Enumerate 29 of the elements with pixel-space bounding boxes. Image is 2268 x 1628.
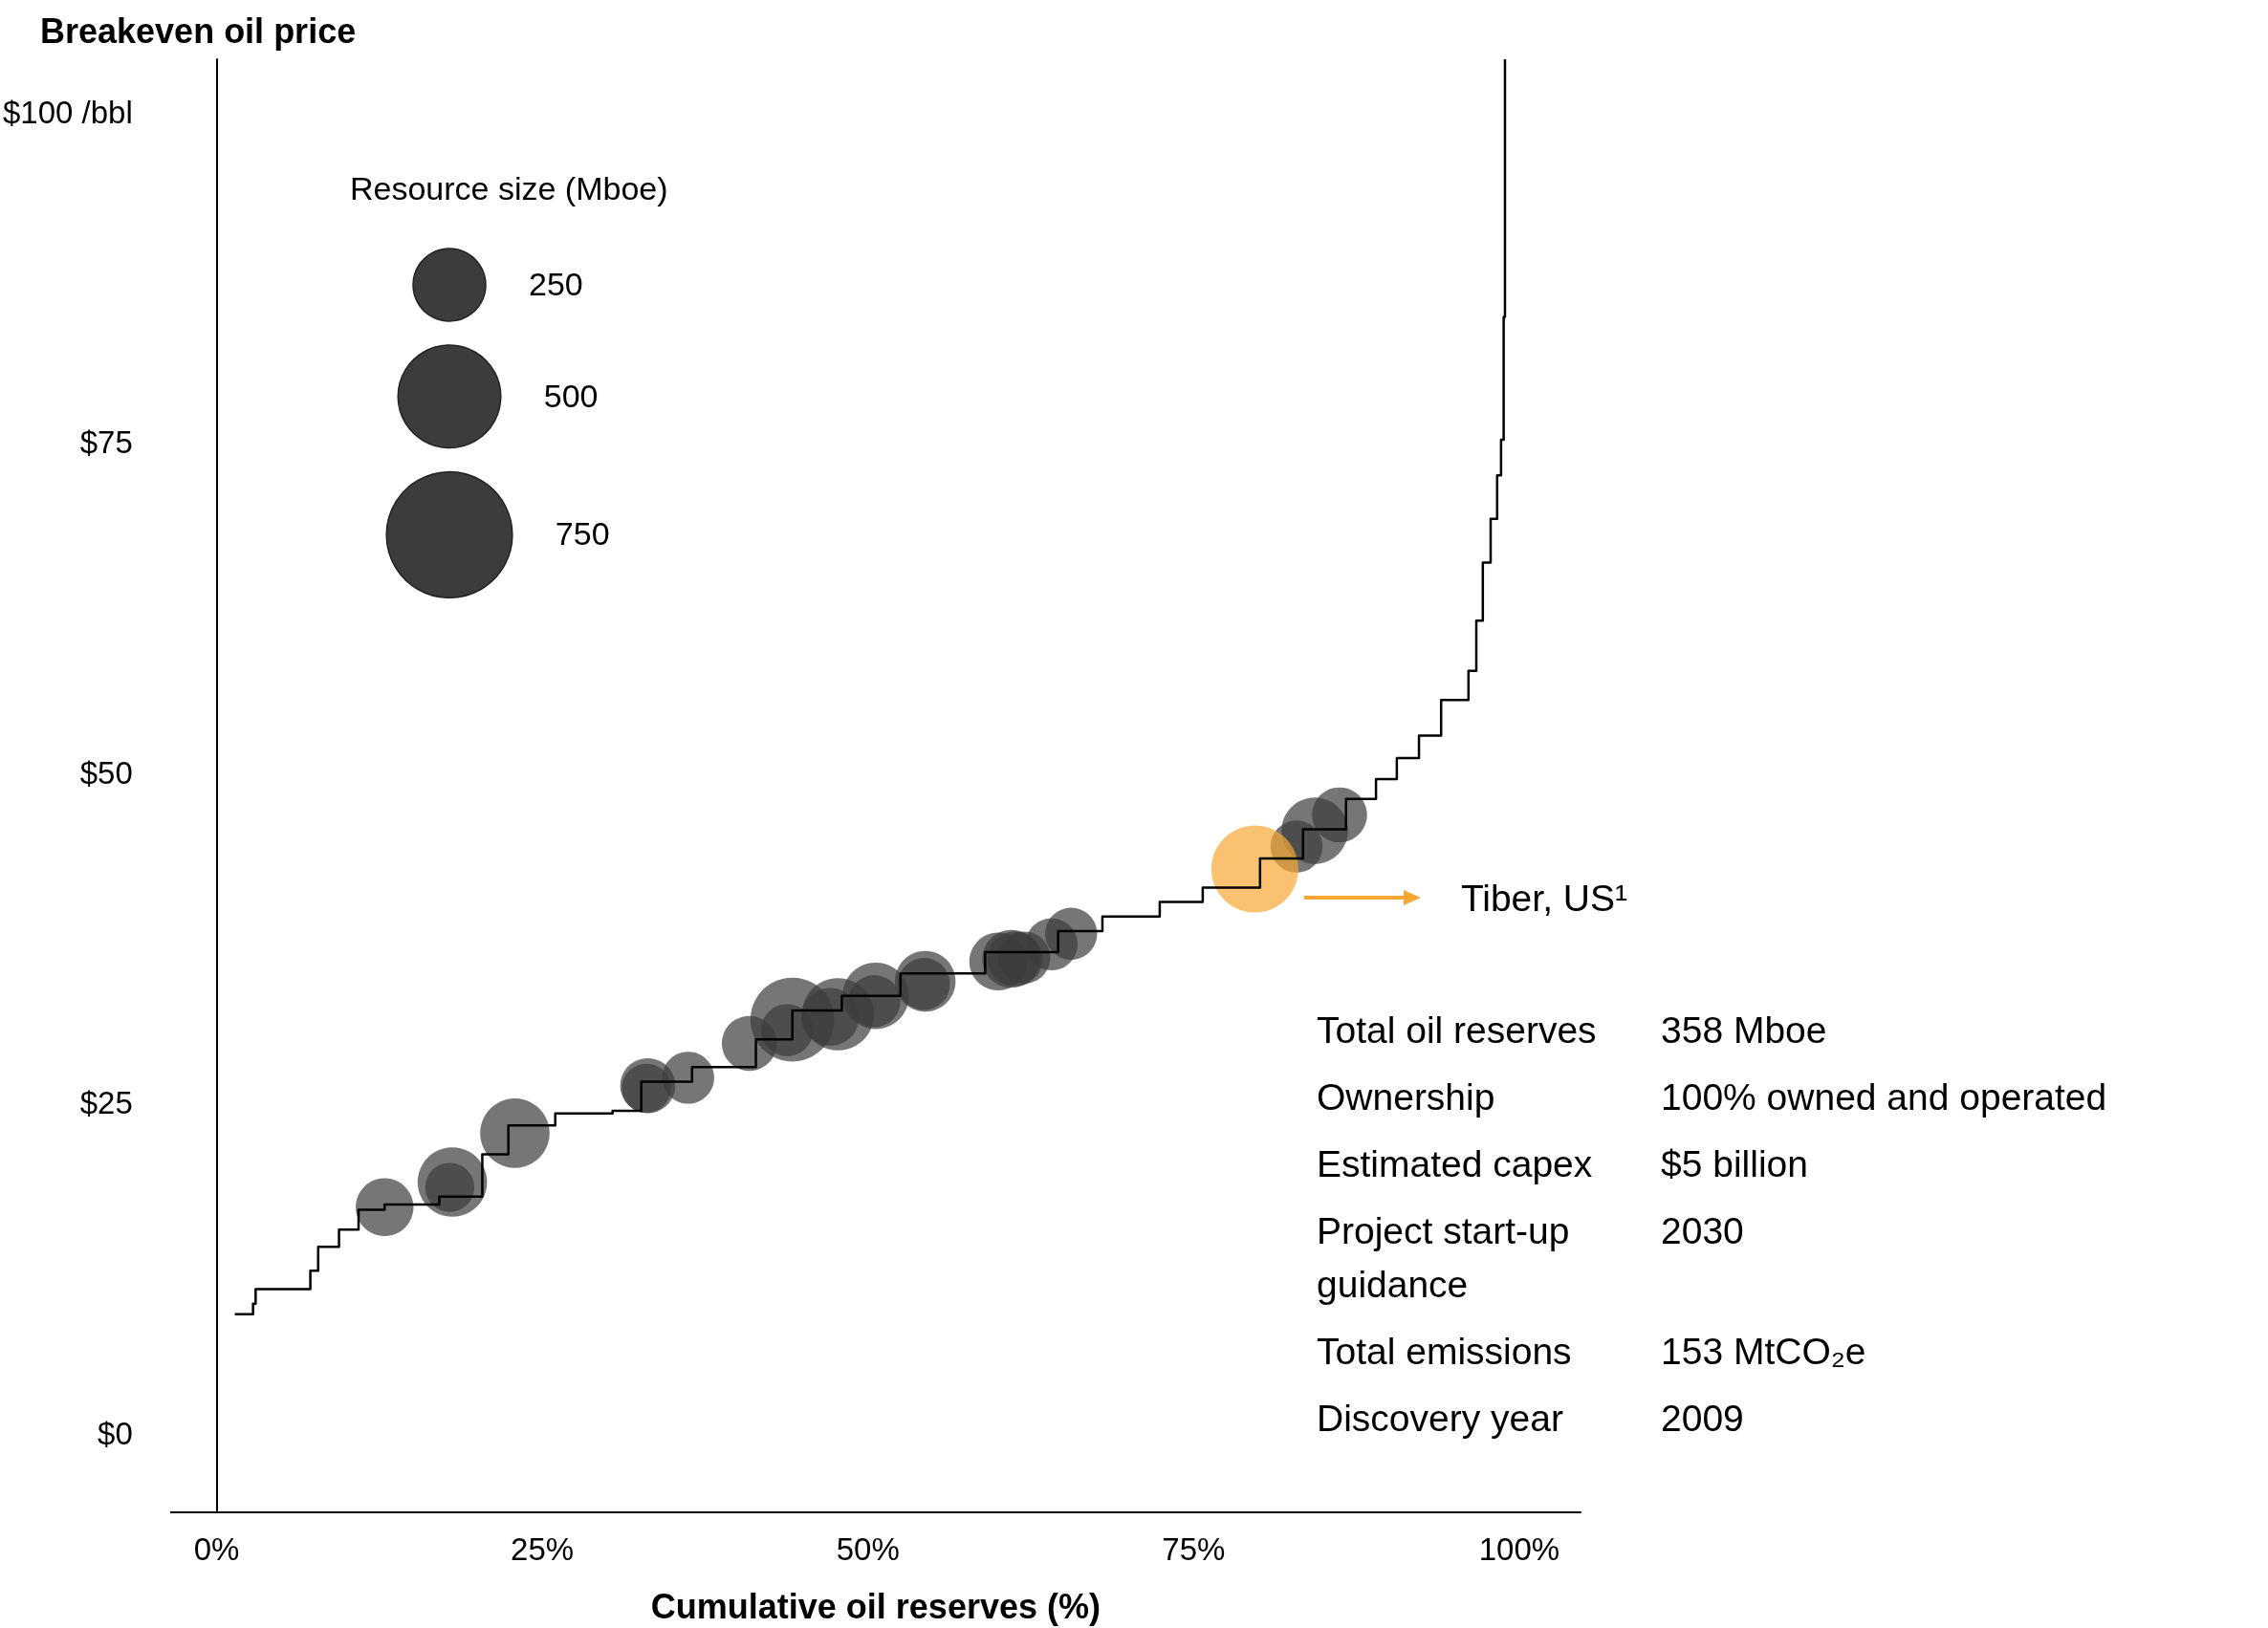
- text: 100% owned and operated: [1661, 1075, 2107, 1119]
- legend-label: 500: [543, 377, 599, 414]
- annotation: Ownership: [1317, 1075, 1496, 1119]
- annotation: Estimated capex: [1317, 1142, 1594, 1186]
- x-tick-label: 100%: [1478, 1531, 1560, 1567]
- x-tick-label: 25%: [511, 1531, 575, 1567]
- legend-label: Tiber, US¹: [1460, 877, 1627, 919]
- text: 358 Mboe: [1661, 1009, 1828, 1053]
- text: 153 MtCO₂e: [1661, 1330, 1867, 1374]
- annotation: Total oil reserves: [1317, 1009, 1598, 1053]
- text: $5 billion: [1661, 1142, 1809, 1186]
- x-axis-title: Cumulative oil reserves (%): [650, 1586, 1101, 1626]
- text: 2030: [1661, 1209, 1745, 1253]
- y-tick-label: $0: [98, 1415, 133, 1451]
- legend-label: 250: [529, 266, 583, 302]
- y-tick-label: $25: [79, 1085, 133, 1121]
- annotation: Total emissions: [1317, 1330, 1573, 1374]
- y-tick-label: $75: [79, 424, 133, 461]
- y-tick-label: $50: [79, 754, 133, 791]
- x-tick-label: 0%: [193, 1531, 240, 1567]
- y-axis-title: Breakeven oil price: [40, 11, 357, 51]
- x-tick-label: 75%: [1162, 1531, 1226, 1567]
- y-tick-label: $100 /bbl: [2, 94, 133, 130]
- x-tick-label: 50%: [836, 1531, 900, 1567]
- legend-label: 750: [555, 515, 610, 553]
- annotation: Project start-up guidance: [1317, 1209, 1571, 1307]
- text: 2009: [1661, 1397, 1745, 1441]
- legend-title: Resource size (Mboe): [350, 170, 668, 206]
- annotation: Discovery year: [1317, 1397, 1564, 1441]
